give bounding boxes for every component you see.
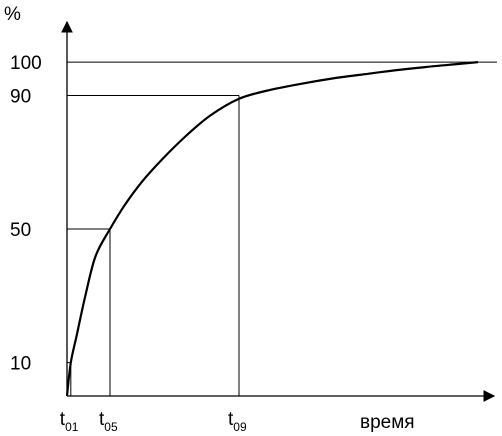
x-marker-label: t01 bbox=[60, 409, 79, 434]
y-tick-label: 100 bbox=[10, 53, 42, 74]
x-marker-label: t09 bbox=[228, 409, 247, 434]
y-tick-label: 10 bbox=[10, 354, 31, 375]
series-curve bbox=[65, 61, 479, 397]
x-marker-labels: t01 t05 t09 bbox=[60, 409, 247, 434]
y-tick-label: 50 bbox=[10, 220, 31, 241]
reference-lines bbox=[67, 61, 497, 396]
y-tick-labels: 100 90 50 10 bbox=[10, 53, 42, 375]
x-marker-label: t05 bbox=[99, 409, 118, 434]
y-axis-label: % bbox=[4, 4, 21, 25]
x-axis-label: время bbox=[360, 412, 415, 433]
y-tick-label: 90 bbox=[10, 87, 31, 108]
